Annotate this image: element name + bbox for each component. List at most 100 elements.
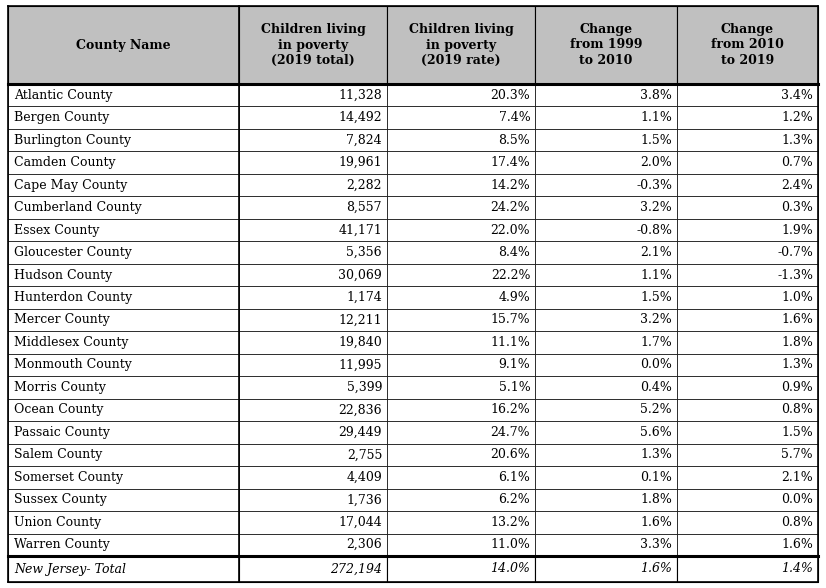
Text: 3.2%: 3.2% <box>640 201 672 214</box>
Text: 0.8%: 0.8% <box>781 403 813 416</box>
Bar <box>535 174 677 196</box>
Text: 1.3%: 1.3% <box>781 359 813 372</box>
Bar <box>677 421 818 443</box>
Text: 5.7%: 5.7% <box>781 449 813 462</box>
Bar <box>8 511 239 533</box>
Text: 4,409: 4,409 <box>346 471 382 484</box>
Text: 20.3%: 20.3% <box>491 89 530 102</box>
Bar <box>535 376 677 399</box>
Text: Monmouth County: Monmouth County <box>14 359 132 372</box>
Text: 1.4%: 1.4% <box>781 563 813 576</box>
Text: 17.4%: 17.4% <box>491 156 530 169</box>
Text: 8,557: 8,557 <box>347 201 382 214</box>
Bar <box>239 421 387 443</box>
Text: 5.1%: 5.1% <box>499 381 530 394</box>
Bar <box>535 129 677 152</box>
Text: Bergen County: Bergen County <box>14 111 109 124</box>
Bar <box>8 152 239 174</box>
Text: 0.9%: 0.9% <box>781 381 813 394</box>
Bar <box>239 443 387 466</box>
Text: 22.2%: 22.2% <box>491 269 530 282</box>
Text: 2,306: 2,306 <box>346 538 382 552</box>
Text: 3.2%: 3.2% <box>640 313 672 326</box>
Text: Mercer County: Mercer County <box>14 313 110 326</box>
Text: 4.9%: 4.9% <box>499 291 530 304</box>
Bar <box>239 331 387 354</box>
Text: 1.3%: 1.3% <box>781 133 813 146</box>
Bar <box>8 196 239 219</box>
Text: 11.0%: 11.0% <box>491 538 530 552</box>
Text: Cape May County: Cape May County <box>14 179 127 192</box>
Bar <box>535 489 677 511</box>
Bar <box>239 196 387 219</box>
Bar <box>387 309 535 331</box>
Text: 8.4%: 8.4% <box>498 246 530 259</box>
Bar <box>677 106 818 129</box>
Text: Somerset County: Somerset County <box>14 471 123 484</box>
Text: 11,328: 11,328 <box>339 89 382 102</box>
Text: Camden County: Camden County <box>14 156 116 169</box>
Text: Change
from 1999
to 2010: Change from 1999 to 2010 <box>570 24 643 66</box>
Bar <box>239 489 387 511</box>
Bar <box>387 489 535 511</box>
Text: Cumberland County: Cumberland County <box>14 201 142 214</box>
Text: 1.5%: 1.5% <box>781 426 813 439</box>
Bar <box>387 443 535 466</box>
Bar <box>535 466 677 489</box>
Text: 0.1%: 0.1% <box>640 471 672 484</box>
Bar <box>387 152 535 174</box>
Bar <box>8 174 239 196</box>
Bar <box>677 376 818 399</box>
Text: 1.6%: 1.6% <box>781 538 813 552</box>
Text: Warren County: Warren County <box>14 538 110 552</box>
Text: 0.7%: 0.7% <box>781 156 813 169</box>
Text: Morris County: Morris County <box>14 381 106 394</box>
Bar <box>387 174 535 196</box>
Text: Salem County: Salem County <box>14 449 102 462</box>
Text: 1.0%: 1.0% <box>781 291 813 304</box>
Bar <box>677 286 818 309</box>
Text: 11,995: 11,995 <box>339 359 382 372</box>
Bar <box>239 399 387 421</box>
Bar <box>387 511 535 533</box>
Text: 1.6%: 1.6% <box>781 313 813 326</box>
Bar <box>677 219 818 241</box>
Bar <box>8 556 239 582</box>
Bar <box>535 152 677 174</box>
Bar <box>8 466 239 489</box>
Text: Passaic County: Passaic County <box>14 426 110 439</box>
Text: -0.7%: -0.7% <box>777 246 813 259</box>
Bar <box>387 241 535 264</box>
Bar <box>535 533 677 556</box>
Text: 0.0%: 0.0% <box>640 359 672 372</box>
Text: 5.6%: 5.6% <box>640 426 672 439</box>
Text: 19,961: 19,961 <box>339 156 382 169</box>
Bar <box>387 84 535 106</box>
Bar <box>239 241 387 264</box>
Bar <box>677 511 818 533</box>
Text: 1.3%: 1.3% <box>640 449 672 462</box>
Bar <box>8 129 239 152</box>
Bar <box>535 556 677 582</box>
Text: 0.8%: 0.8% <box>781 516 813 529</box>
Bar <box>535 264 677 286</box>
Bar <box>239 556 387 582</box>
Bar <box>239 152 387 174</box>
Text: 7,824: 7,824 <box>346 133 382 146</box>
Bar <box>8 6 239 84</box>
Bar <box>239 286 387 309</box>
Bar <box>239 219 387 241</box>
Bar <box>8 443 239 466</box>
Bar <box>8 286 239 309</box>
Bar <box>677 533 818 556</box>
Text: 1.1%: 1.1% <box>640 269 672 282</box>
Bar <box>677 129 818 152</box>
Bar <box>387 421 535 443</box>
Text: 1.5%: 1.5% <box>640 133 672 146</box>
Bar <box>677 556 818 582</box>
Bar <box>8 533 239 556</box>
Bar <box>535 6 677 84</box>
Bar <box>535 196 677 219</box>
Text: 22.0%: 22.0% <box>491 223 530 236</box>
Text: Children living
in poverty
(2019 rate): Children living in poverty (2019 rate) <box>409 24 514 66</box>
